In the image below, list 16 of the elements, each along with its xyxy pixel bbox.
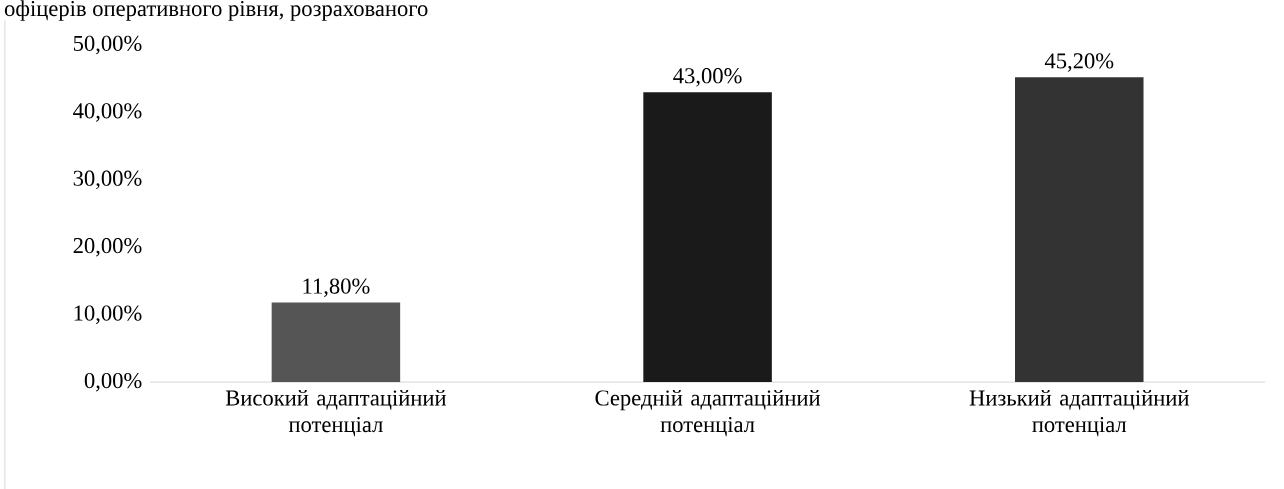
data-label: 43,00% xyxy=(673,67,742,87)
x-tick-label: Високий адаптаційний потенціал xyxy=(225,389,447,437)
x-tick-label: Низький адаптаційний потенціал xyxy=(969,389,1189,437)
y-tick-label: 20,00% xyxy=(73,237,142,257)
bar xyxy=(1015,77,1144,382)
y-tick-label: 50,00% xyxy=(73,35,142,55)
data-label: 45,20% xyxy=(1044,53,1114,72)
bar xyxy=(643,92,772,382)
x-tick-label: Середній адаптаційний потенціал xyxy=(595,389,821,437)
data-label: 11,80% xyxy=(303,278,370,297)
text: офіцерів оперативного рівня, розрахованого xyxy=(4,0,428,21)
y-tick-label: 0,00% xyxy=(84,372,142,392)
y-tick-label: 40,00% xyxy=(73,102,142,122)
y-tick-label: 10,00% xyxy=(74,305,142,324)
bar xyxy=(271,302,401,382)
y-tick-label: 30,00% xyxy=(73,170,142,189)
